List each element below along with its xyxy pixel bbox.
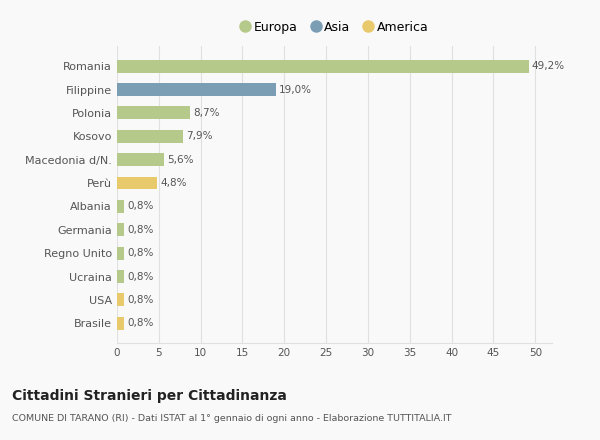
Bar: [117, 176, 157, 190]
Text: 4,8%: 4,8%: [161, 178, 187, 188]
Bar: [117, 200, 124, 213]
Bar: [117, 130, 183, 143]
Text: 5,6%: 5,6%: [167, 154, 194, 165]
Bar: [117, 293, 124, 306]
Bar: [117, 83, 276, 96]
Bar: [117, 224, 124, 236]
Text: 8,7%: 8,7%: [193, 108, 220, 118]
Bar: [117, 270, 124, 283]
Bar: [117, 247, 124, 260]
Text: 0,8%: 0,8%: [127, 271, 154, 282]
Bar: [117, 153, 164, 166]
Text: COMUNE DI TARANO (RI) - Dati ISTAT al 1° gennaio di ogni anno - Elaborazione TUT: COMUNE DI TARANO (RI) - Dati ISTAT al 1°…: [12, 414, 452, 423]
Bar: [117, 317, 124, 330]
Legend: Europa, Asia, America: Europa, Asia, America: [236, 17, 433, 37]
Bar: [117, 60, 529, 73]
Text: 19,0%: 19,0%: [279, 84, 312, 95]
Bar: [117, 106, 190, 119]
Text: 0,8%: 0,8%: [127, 202, 154, 211]
Text: 0,8%: 0,8%: [127, 248, 154, 258]
Text: 0,8%: 0,8%: [127, 225, 154, 235]
Text: 49,2%: 49,2%: [532, 61, 565, 71]
Text: Cittadini Stranieri per Cittadinanza: Cittadini Stranieri per Cittadinanza: [12, 389, 287, 403]
Text: 0,8%: 0,8%: [127, 318, 154, 328]
Text: 0,8%: 0,8%: [127, 295, 154, 305]
Text: 7,9%: 7,9%: [187, 131, 213, 141]
